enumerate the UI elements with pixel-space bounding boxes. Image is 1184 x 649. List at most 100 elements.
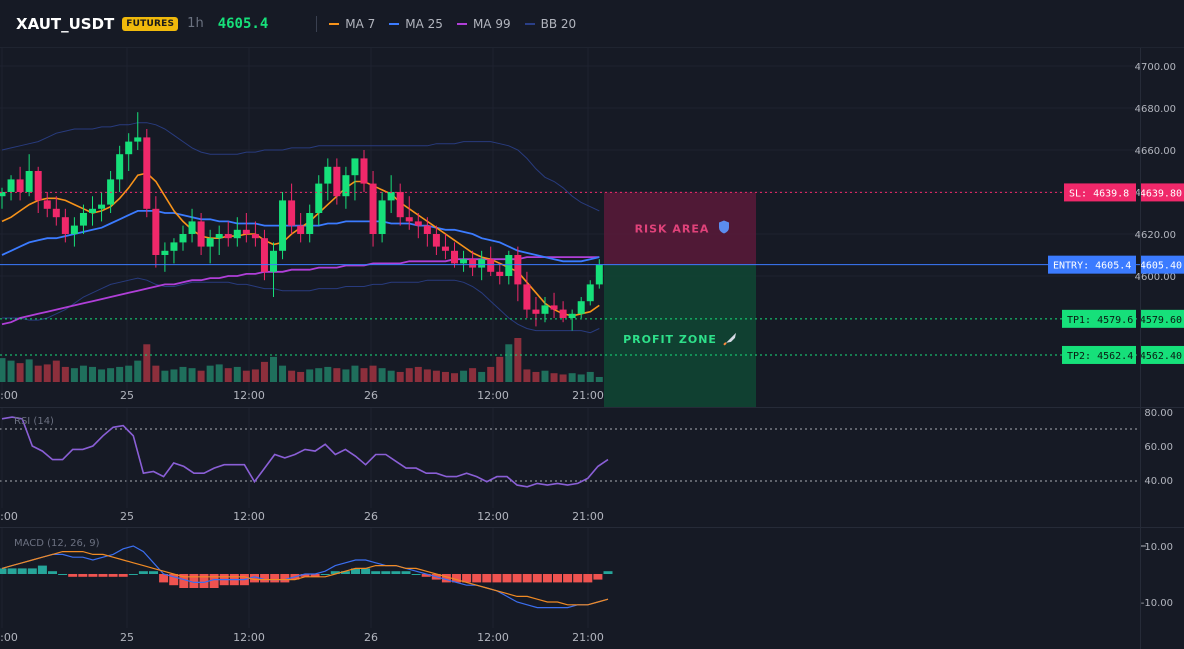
indicator-legend: MA 7 MA 25 MA 99 BB 20: [329, 17, 576, 31]
volume-bar: [143, 344, 151, 382]
candle[interactable]: [188, 221, 196, 234]
candle[interactable]: [170, 242, 178, 251]
candle[interactable]: [125, 141, 133, 155]
rocket-icon: [723, 332, 736, 346]
price-chart[interactable]: 4700.004680.004660.004640.004620.004600.…: [0, 48, 1184, 408]
macd-histogram-bar: [169, 574, 179, 586]
macd-line[interactable]: [1, 545, 609, 609]
candle[interactable]: [0, 192, 6, 197]
legend-ma7[interactable]: MA 7: [329, 17, 375, 31]
candle[interactable]: [279, 200, 287, 251]
rsi-line[interactable]: [1, 416, 609, 488]
candle[interactable]: [451, 250, 458, 264]
candle[interactable]: [143, 137, 151, 209]
candle[interactable]: [324, 166, 332, 184]
candle[interactable]: [333, 166, 341, 197]
candle[interactable]: [405, 217, 413, 222]
candle[interactable]: [342, 175, 350, 197]
candle[interactable]: [360, 158, 368, 184]
candle[interactable]: [541, 305, 549, 314]
candle[interactable]: [514, 255, 522, 285]
last-price: 4605.4: [217, 15, 269, 32]
candle[interactable]: [396, 192, 404, 218]
symbol-title[interactable]: XAUT_USDT: [16, 14, 115, 33]
candle[interactable]: [79, 213, 87, 226]
candle[interactable]: [469, 259, 477, 268]
volume-bar: [378, 368, 386, 382]
candle[interactable]: [568, 313, 576, 318]
candle[interactable]: [559, 309, 567, 318]
panel-divider[interactable]: [0, 407, 1184, 408]
profit-zone-label: PROFIT ZONE: [623, 333, 717, 346]
candle[interactable]: [306, 213, 314, 234]
sl-tag[interactable]: SL: 4639.8 4639.80: [1064, 183, 1184, 202]
candle[interactable]: [288, 200, 296, 226]
rsi-panel[interactable]: RSI (14) 80.00 60.00 40.00 12:00 25 12:00 26 12:…: [0, 408, 1184, 528]
tp2-tag[interactable]: TP2: 4562.4 4562.40: [1062, 345, 1184, 364]
candle[interactable]: [52, 208, 60, 218]
panel-divider[interactable]: [0, 527, 1184, 528]
risk-area-label: RISK AREA: [635, 223, 710, 236]
legend-ma99[interactable]: MA 99: [456, 17, 511, 31]
time-axis-tick: 25: [120, 389, 134, 402]
candle[interactable]: [487, 259, 495, 272]
tp1-tag[interactable]: TP1: 4579.6 4579.60: [1062, 309, 1184, 328]
candle[interactable]: [179, 234, 187, 243]
candle[interactable]: [61, 217, 69, 234]
candle[interactable]: [7, 179, 15, 192]
volume-bar: [61, 366, 69, 382]
risk-area-zone[interactable]: [604, 192, 756, 265]
candle[interactable]: [215, 234, 223, 239]
legend-ma25[interactable]: MA 25: [389, 17, 443, 31]
candle[interactable]: [206, 238, 214, 247]
candle[interactable]: [98, 204, 106, 209]
candle[interactable]: [351, 158, 359, 176]
candle[interactable]: [595, 264, 603, 285]
entry-tag[interactable]: ENTRY: 4605.4 4605.40: [1048, 255, 1184, 274]
candle[interactable]: [586, 284, 594, 302]
candle[interactable]: [233, 229, 241, 239]
candle[interactable]: [34, 171, 42, 201]
legend-bb20[interactable]: BB 20: [524, 17, 576, 31]
candle[interactable]: [70, 225, 78, 234]
macd-histogram-bar: [563, 574, 573, 583]
candle[interactable]: [89, 208, 96, 213]
interval-selector[interactable]: 1h: [187, 16, 204, 31]
candle[interactable]: [251, 234, 259, 239]
candle[interactable]: [260, 238, 268, 272]
candle[interactable]: [152, 208, 160, 255]
candle[interactable]: [460, 259, 468, 264]
candle[interactable]: [315, 183, 323, 213]
candle[interactable]: [496, 271, 504, 276]
candle[interactable]: [532, 309, 540, 314]
candle[interactable]: [270, 250, 277, 272]
profit-zone[interactable]: [604, 264, 756, 407]
candle[interactable]: [577, 301, 585, 314]
candle[interactable]: [423, 225, 431, 234]
candle[interactable]: [550, 305, 558, 310]
candle[interactable]: [441, 246, 449, 251]
candle[interactable]: [25, 171, 33, 192]
volume-bar: [460, 370, 468, 382]
ma99-line: [1, 256, 600, 326]
candle[interactable]: [478, 259, 486, 268]
candle[interactable]: [134, 137, 142, 142]
candle[interactable]: [297, 225, 305, 234]
candle[interactable]: [161, 250, 169, 255]
volume-bar: [432, 370, 440, 382]
candle[interactable]: [369, 183, 377, 234]
candle[interactable]: [387, 192, 395, 201]
candle[interactable]: [197, 221, 205, 247]
candle[interactable]: [414, 221, 422, 226]
candle[interactable]: [116, 154, 124, 180]
candle[interactable]: [242, 229, 250, 234]
candle[interactable]: [378, 200, 386, 234]
candle[interactable]: [43, 200, 51, 209]
macd-panel[interactable]: MACD (12, 26, 9) 10.00 -10.00 12:00 25 12:00 2…: [0, 528, 1184, 649]
candle[interactable]: [224, 234, 232, 239]
candle[interactable]: [432, 234, 440, 247]
candle[interactable]: [505, 255, 513, 276]
candle[interactable]: [16, 179, 24, 192]
signal-line[interactable]: [1, 551, 609, 606]
candle[interactable]: [523, 284, 531, 310]
